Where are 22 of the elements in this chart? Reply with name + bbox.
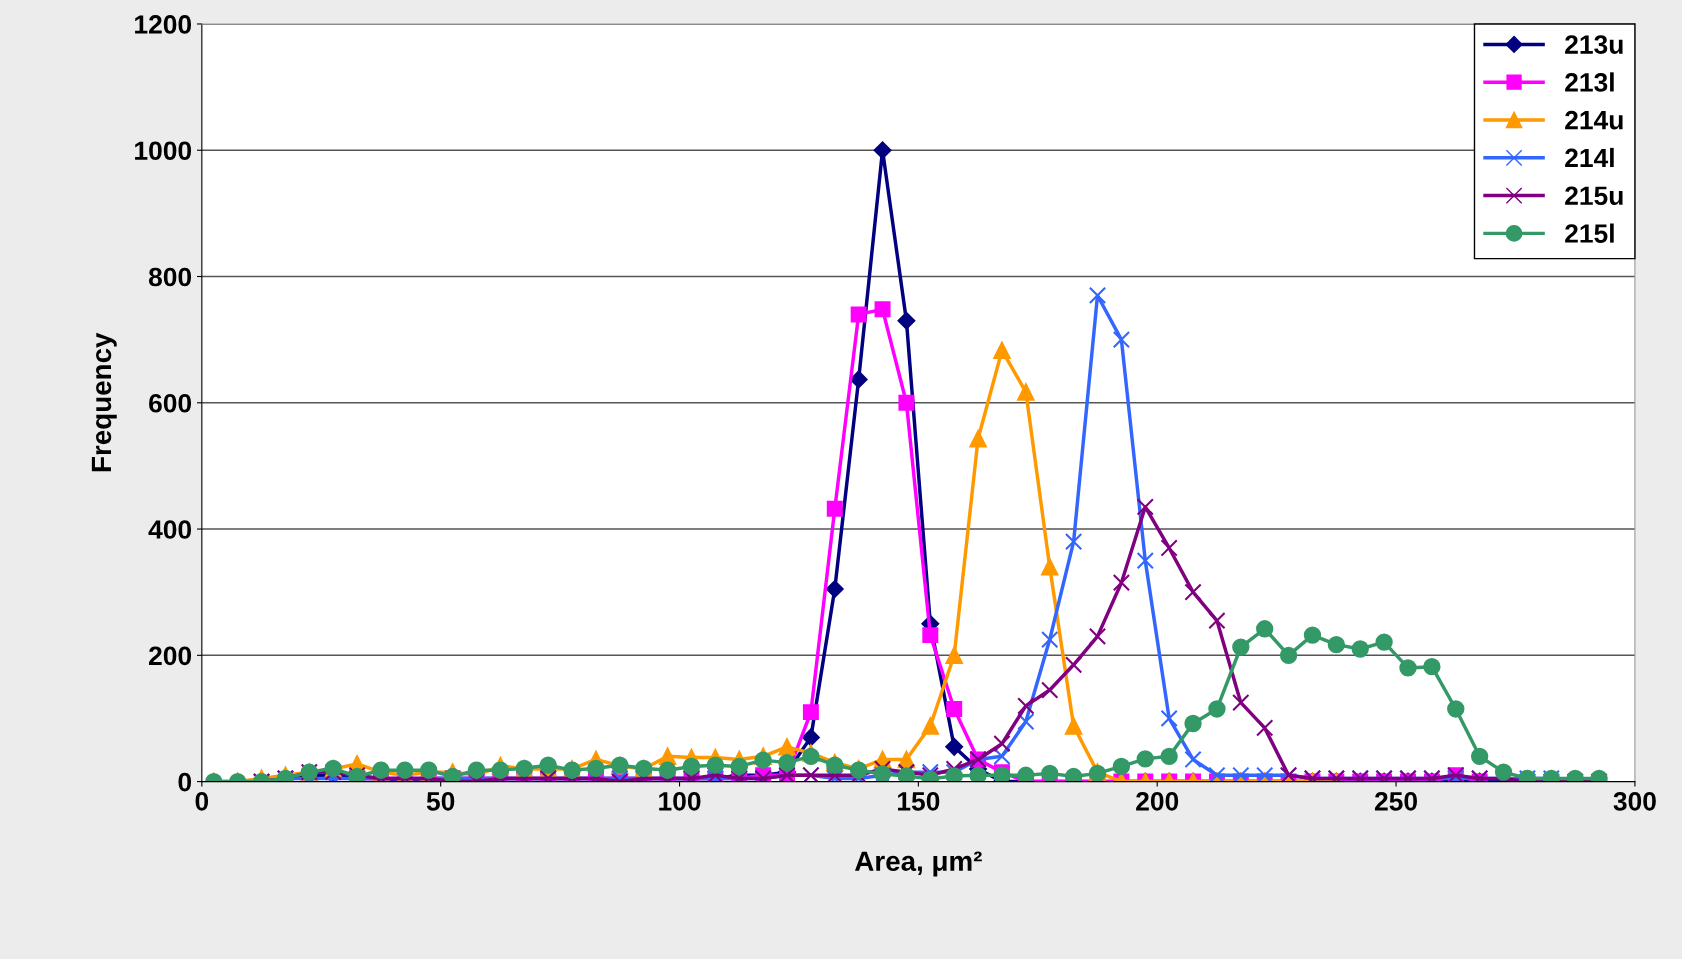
y-tick-label: 800 — [148, 267, 192, 287]
y-tick-label: 0 — [178, 772, 192, 792]
x-axis-title: Area, μm² — [854, 851, 982, 877]
x-tick-label: 50 — [426, 792, 455, 811]
legend-label: 215l — [1565, 223, 1614, 243]
x-tick-label: 200 — [1136, 792, 1179, 811]
y-tick-label: 1200 — [135, 15, 192, 34]
x-tick-label: 150 — [898, 792, 940, 811]
x-tick-label: 0 — [195, 792, 209, 811]
x-tick-label: 250 — [1374, 792, 1417, 811]
y-tick-label: 400 — [148, 520, 192, 539]
y-axis-title: Frequency — [91, 332, 117, 472]
y-tick-label: 200 — [149, 646, 192, 666]
legend-label: 214u — [1565, 110, 1623, 130]
legend-label: 215u — [1565, 186, 1623, 206]
y-tick-label: 600 — [149, 393, 192, 413]
x-tick-label: 100 — [659, 792, 701, 811]
legend-label: 213u — [1565, 35, 1623, 54]
x-tick-label: 300 — [1613, 792, 1656, 811]
legend-label: 213l — [1565, 72, 1614, 92]
y-tick-label: 1000 — [135, 141, 192, 161]
legend-label: 214l — [1565, 147, 1614, 168]
